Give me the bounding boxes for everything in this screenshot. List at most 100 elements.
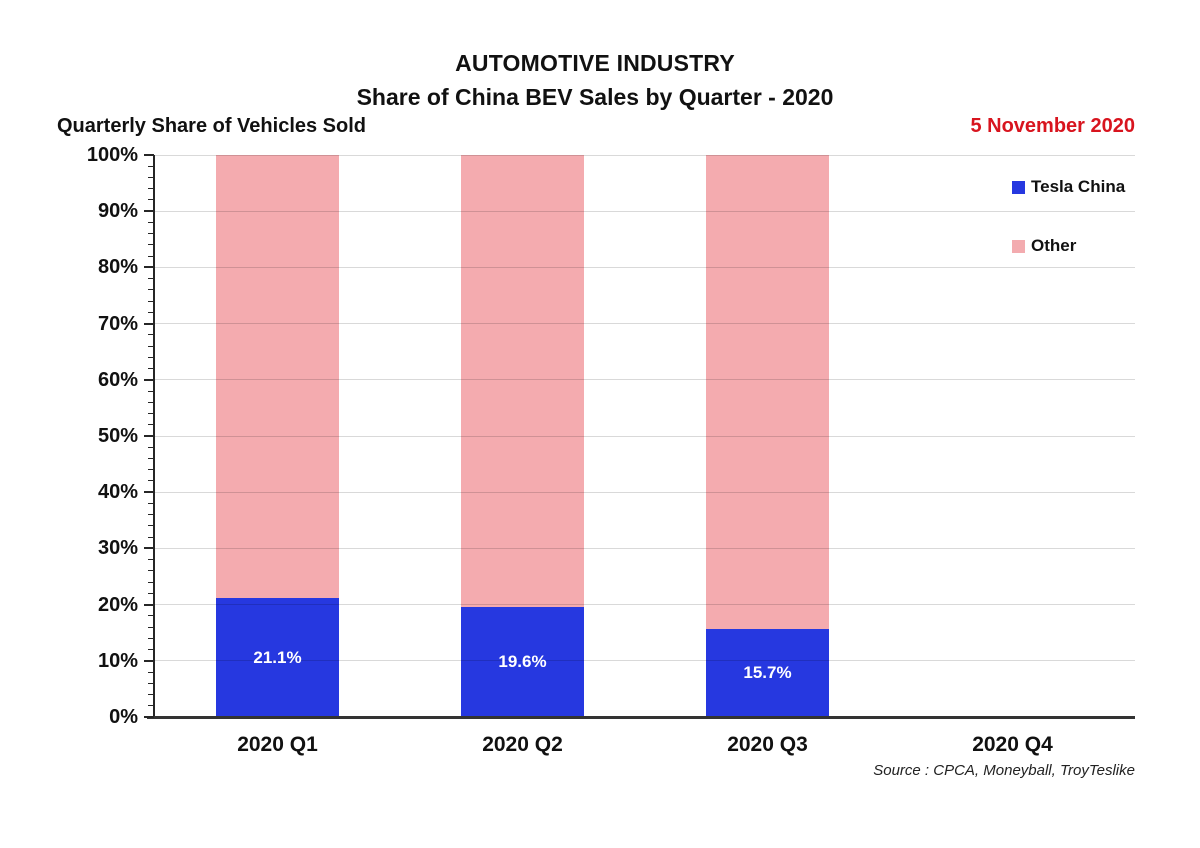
y-minor-tick: [148, 559, 154, 561]
gridline-20: [155, 604, 1135, 606]
legend-entry-other: Other: [1012, 236, 1076, 256]
chart-subtitle: Share of China BEV Sales by Quarter - 20…: [356, 84, 834, 110]
y-minor-tick: [148, 525, 154, 527]
bar-data-label-2020-q1: 21.1%: [253, 647, 302, 667]
legend-label-tesla-china: Tesla China: [1031, 177, 1126, 196]
gridline-80: [155, 266, 1135, 268]
y-minor-tick: [148, 592, 154, 594]
y-major-tick: [144, 659, 154, 662]
x-axis-line: [147, 716, 1135, 719]
y-major-tick: [144, 603, 154, 606]
y-major-tick: [144, 435, 154, 437]
y-minor-tick: [148, 278, 154, 280]
y-major-tick: [144, 547, 154, 550]
x-tick-label-2020-q2: 2020 Q2: [482, 733, 563, 756]
y-tick-label-90: 90%: [97, 200, 138, 223]
y-major-tick: [144, 322, 154, 325]
y-minor-tick: [148, 368, 154, 370]
y-tick-label-0: 0%: [109, 706, 138, 728]
y-minor-tick: [148, 176, 154, 178]
y-minor-tick: [148, 424, 154, 426]
chart-title: AUTOMOTIVE INDUSTRY: [455, 50, 735, 76]
y-minor-tick: [148, 446, 154, 448]
y-major-tick: [144, 266, 154, 269]
y-minor-tick: [148, 536, 154, 538]
bar-segment-tesla-china-2020-q1: [216, 598, 339, 717]
bar-segment-other-2020-q2: [461, 155, 584, 607]
date-label: 5 November 2020: [970, 115, 1135, 137]
y-minor-tick: [148, 705, 154, 707]
bar-segment-tesla-china-2020-q2: [461, 606, 584, 717]
bar-data-label-2020-q2: 19.6%: [498, 651, 547, 671]
y-minor-tick: [148, 570, 154, 572]
gridline-10: [155, 660, 1135, 662]
bar-segment-other-2020-q1: [216, 155, 339, 599]
y-major-tick: [144, 491, 154, 494]
gridline-70: [155, 323, 1135, 325]
x-tick-label-2020-q4: 2020 Q4: [972, 733, 1053, 756]
bar-segment-other-2020-q3: [706, 155, 829, 629]
y-tick-label-80: 80%: [97, 256, 138, 279]
y-tick-label-40: 40%: [97, 481, 138, 504]
legend-label-other: Other: [1031, 236, 1077, 255]
gridline-100: [155, 154, 1135, 156]
y-major-tick: [144, 210, 154, 213]
y-tick-label-60: 60%: [97, 368, 138, 391]
y-minor-tick: [148, 671, 154, 673]
y-minor-tick: [148, 311, 154, 313]
y-tick-label-30: 30%: [97, 537, 138, 560]
y-minor-tick: [148, 626, 154, 628]
y-minor-tick: [148, 514, 154, 516]
y-major-tick: [144, 378, 154, 381]
y-minor-tick: [148, 401, 154, 403]
y-tick-label-20: 20%: [97, 593, 138, 616]
y-minor-tick: [148, 637, 154, 639]
y-minor-tick: [148, 300, 154, 302]
y-minor-tick: [148, 581, 154, 583]
y-minor-tick: [148, 615, 154, 617]
y-major-tick: [144, 154, 154, 156]
gridline-90: [155, 210, 1135, 212]
y-tick-label-100: 100%: [86, 144, 138, 166]
y-minor-tick: [148, 188, 154, 190]
y-minor-tick: [148, 682, 154, 684]
y-minor-tick: [148, 221, 154, 223]
y-minor-tick: [148, 502, 154, 504]
bar-data-label-2020-q3: 15.7%: [743, 662, 792, 682]
y-minor-tick: [148, 255, 154, 257]
gridline-40: [155, 491, 1135, 493]
gridline-50: [155, 435, 1135, 437]
bar-segment-tesla-china-2020-q3: [706, 628, 829, 717]
source-note: Source : CPCA, Moneyball, TroyTeslike: [873, 762, 1135, 779]
legend-swatch-other: [1012, 239, 1025, 253]
y-minor-tick: [148, 244, 154, 246]
legend-swatch-tesla-china: [1012, 180, 1025, 194]
y-minor-tick: [148, 165, 154, 167]
y-minor-tick: [148, 289, 154, 291]
y-axis-line: [153, 155, 155, 717]
y-tick-label-10: 10%: [97, 649, 138, 672]
y-tick-label-50: 50%: [97, 425, 138, 447]
y-minor-tick: [148, 413, 154, 415]
y-minor-tick: [148, 390, 154, 392]
plot-area: 21.1% 19.6% 15.7%: [155, 154, 1135, 717]
y-minor-tick: [148, 334, 154, 336]
y-minor-tick: [148, 199, 154, 201]
y-minor-tick: [148, 345, 154, 347]
gridline-60: [155, 379, 1135, 381]
y-axis-title: Quarterly Share of Vehicles Sold: [57, 115, 367, 137]
y-major-tick: [144, 716, 154, 718]
legend-entry-tesla-china: Tesla China: [1012, 177, 1125, 197]
x-tick-label-2020-q3: 2020 Q3: [727, 733, 808, 756]
y-minor-tick: [148, 469, 154, 471]
y-tick-label-70: 70%: [97, 312, 138, 335]
x-tick-label-2020-q1: 2020 Q1: [237, 733, 318, 756]
y-minor-tick: [148, 457, 154, 459]
y-minor-tick: [148, 233, 154, 235]
y-minor-tick: [148, 356, 154, 358]
gridline-30: [155, 547, 1135, 549]
y-minor-tick: [148, 649, 154, 651]
y-minor-tick: [148, 694, 154, 696]
y-minor-tick: [148, 480, 154, 482]
